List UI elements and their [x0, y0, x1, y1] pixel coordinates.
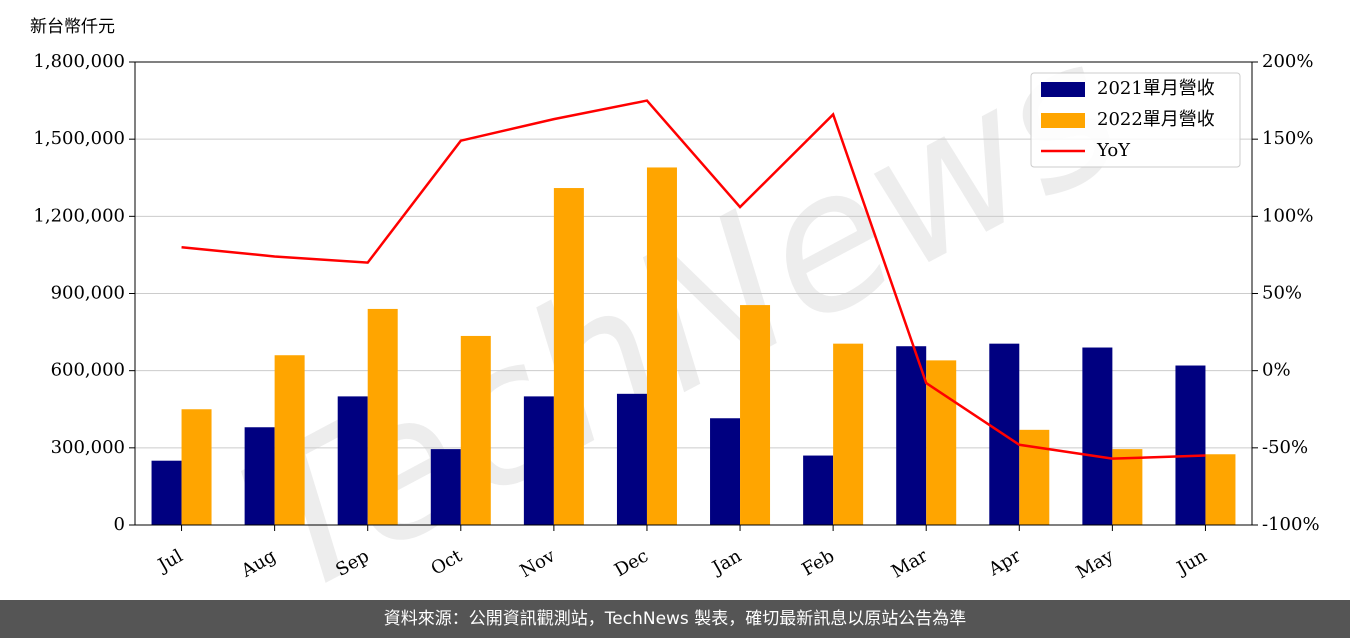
bar: [1205, 454, 1236, 525]
x-tick-label: Mar: [888, 545, 932, 582]
legend-label: YoY: [1096, 140, 1131, 161]
x-tick-label: Jul: [153, 545, 187, 577]
y2-tick-label: 100%: [1262, 205, 1313, 226]
bar: [710, 418, 741, 525]
y-tick-label: 1,500,000: [33, 128, 125, 149]
bar: [523, 396, 554, 525]
bar: [740, 305, 771, 525]
bar: [1019, 429, 1050, 525]
bar: [460, 335, 491, 525]
bar: [896, 346, 927, 525]
x-tick-label: Jun: [1172, 545, 1211, 580]
bar: [181, 409, 212, 525]
y-tick-label: 900,000: [51, 283, 125, 304]
y2-tick-label: 50%: [1262, 283, 1302, 304]
bar: [803, 455, 834, 525]
bar: [367, 308, 398, 525]
line: [181, 99, 1206, 460]
x-tick-label: May: [1073, 545, 1118, 583]
bar: [1082, 347, 1113, 525]
footer: 資料來源：公開資訊觀測站，TechNews 製表，確切最新訊息以原站公告為準: [0, 600, 1350, 638]
chart: 新台幣仟元 TechNews 0300,000600,000900,0001,2…: [30, 0, 1320, 600]
legend-swatch: [1041, 82, 1085, 97]
y-tick-label: 1,200,000: [33, 205, 125, 226]
y2-tick-label: 150%: [1262, 128, 1313, 149]
y-tick-label: 600,000: [51, 360, 125, 381]
legend-swatch: [1041, 113, 1085, 128]
y2-tick-label: 200%: [1262, 51, 1313, 72]
bar: [430, 449, 461, 525]
bar: [833, 343, 864, 525]
bar: [337, 396, 368, 525]
y-tick-label: 300,000: [51, 437, 125, 458]
bar: [616, 393, 647, 525]
x-tick-label: Jan: [707, 545, 745, 579]
legend-label: 2022單月營收: [1097, 109, 1215, 130]
legend-label: 2021單月營收: [1097, 78, 1215, 99]
bar: [244, 427, 275, 525]
y2-tick-label: 0%: [1262, 360, 1291, 381]
y-axis-label: 新台幣仟元: [30, 17, 115, 37]
x-tick-label: Apr: [984, 545, 1024, 580]
x-tick-label: Nov: [517, 545, 560, 582]
y-tick-label: 1,800,000: [33, 51, 125, 72]
bar: [1175, 365, 1206, 525]
y2-tick-label: -100%: [1262, 514, 1320, 535]
bar: [553, 188, 584, 526]
bar: [151, 460, 182, 525]
x-tick-label: Feb: [798, 545, 838, 580]
bar: [646, 167, 677, 525]
y-tick-label: 0: [114, 514, 125, 535]
bar: [274, 355, 305, 525]
x-tick-label: Dec: [611, 545, 652, 581]
bar: [1112, 449, 1143, 525]
y2-tick-label: -50%: [1262, 437, 1308, 458]
plot-frame: [134, 61, 1253, 526]
